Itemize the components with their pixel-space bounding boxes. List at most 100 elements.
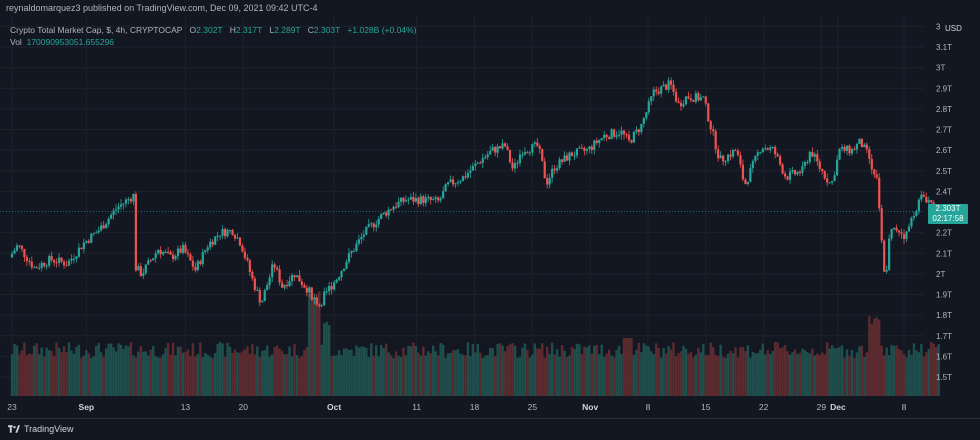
candle-body bbox=[863, 144, 866, 148]
volume-bar bbox=[590, 353, 593, 396]
volume-bar bbox=[724, 357, 727, 396]
candle-body bbox=[253, 278, 256, 290]
candle-body bbox=[288, 281, 291, 286]
tradingview-logo[interactable]: TradingView bbox=[8, 424, 74, 434]
candle-body bbox=[640, 123, 643, 133]
candle-body bbox=[439, 198, 442, 201]
candle-body bbox=[407, 199, 410, 201]
volume-bar bbox=[682, 345, 685, 396]
volume-bar bbox=[278, 348, 281, 396]
volume-bar bbox=[174, 355, 177, 396]
candle-body bbox=[330, 285, 333, 290]
volume-bar bbox=[684, 348, 688, 396]
volume-bar bbox=[228, 346, 232, 396]
volume-bar bbox=[501, 345, 504, 396]
volume-bar bbox=[23, 342, 26, 396]
candle-body bbox=[18, 245, 21, 247]
candle-body bbox=[831, 180, 834, 183]
volume-bar bbox=[218, 342, 222, 396]
price-tick-label: 2T bbox=[936, 270, 945, 279]
candle-body bbox=[605, 134, 608, 138]
candle-body bbox=[729, 154, 732, 157]
volume-bar bbox=[176, 346, 180, 396]
candle-body bbox=[174, 256, 177, 260]
candle-body bbox=[583, 147, 586, 151]
candle-body bbox=[915, 211, 918, 216]
volume-bar bbox=[20, 350, 24, 396]
candle-body bbox=[823, 171, 826, 179]
volume-bar bbox=[357, 347, 361, 396]
candle-body bbox=[171, 254, 175, 260]
candle-body bbox=[392, 206, 395, 210]
candle-body bbox=[355, 243, 358, 252]
candle-body bbox=[147, 260, 150, 265]
candle-body bbox=[526, 152, 529, 154]
candle-body bbox=[154, 253, 157, 259]
candle-body bbox=[744, 179, 747, 184]
price-chart[interactable]: 3 3.1T 3T 2.9T 2.8T 2.7T 2.6T 2.5T 2.4T 2.2T 2.1T 2… bbox=[0, 16, 980, 418]
candle-body bbox=[667, 80, 670, 90]
publish-banner: reynaldomarquez3 published on TradingVie… bbox=[0, 0, 980, 16]
volume-bar bbox=[692, 357, 695, 396]
candle-body bbox=[315, 297, 318, 305]
price-tick-label: 2.6T bbox=[936, 146, 952, 155]
candle-body bbox=[556, 168, 559, 171]
volume-bar bbox=[33, 345, 36, 396]
volume-bar bbox=[181, 352, 185, 396]
volume-bar bbox=[679, 351, 683, 396]
candle-body bbox=[883, 240, 886, 272]
volume-bar bbox=[424, 355, 427, 396]
candle-body bbox=[828, 182, 831, 184]
volume-bar bbox=[689, 351, 693, 396]
candle-body bbox=[303, 285, 306, 288]
volume-bar bbox=[273, 346, 276, 396]
volume-bar bbox=[895, 345, 898, 396]
candle-body bbox=[357, 239, 360, 244]
volume-bar bbox=[600, 344, 603, 396]
volume-bar bbox=[139, 346, 143, 396]
candle-body bbox=[771, 147, 774, 149]
volume-bar bbox=[310, 293, 314, 396]
candle-body bbox=[206, 247, 209, 251]
volume-bar bbox=[112, 347, 115, 396]
currency-label[interactable]: USD bbox=[945, 24, 962, 33]
candle-body bbox=[764, 148, 767, 150]
price-axis[interactable]: 3 3.1T 3T 2.9T 2.8T 2.7T 2.6T 2.5T 2.4T 2.2T 2.1T 2… bbox=[936, 22, 952, 382]
volume-bar bbox=[436, 355, 440, 396]
volume-bar bbox=[491, 348, 494, 396]
volume-bar bbox=[865, 352, 869, 396]
candle-body bbox=[518, 154, 522, 163]
candle-body bbox=[164, 251, 167, 253]
volume-bar bbox=[662, 347, 665, 396]
volume-bar bbox=[355, 345, 358, 396]
volume-bar bbox=[392, 357, 395, 396]
volume-bar bbox=[630, 338, 633, 396]
candle-body bbox=[424, 197, 427, 204]
volume-bar bbox=[57, 347, 61, 396]
candle-body bbox=[838, 148, 841, 160]
candle-body bbox=[565, 155, 569, 161]
candle-body bbox=[897, 230, 901, 233]
volume-bar bbox=[132, 355, 135, 396]
candle-body bbox=[608, 137, 611, 139]
open-value: 2.302T bbox=[196, 25, 223, 35]
price-tick-label: 2.2T bbox=[936, 229, 952, 238]
volume-bar bbox=[25, 354, 29, 396]
volume-bar bbox=[43, 356, 46, 396]
volume-bar bbox=[55, 342, 58, 396]
candle-body bbox=[536, 142, 539, 146]
symbol-title[interactable]: Crypto Total Market Cap, $, 4h, CRYPTOCA… bbox=[10, 25, 183, 35]
volume-bar bbox=[204, 353, 207, 396]
candle-body bbox=[922, 194, 925, 197]
volume-bar bbox=[503, 351, 507, 396]
volume-bar bbox=[937, 344, 940, 396]
time-axis[interactable]: 23 Sep 13 20 Oct 11 18 25 Nov 8 15 22 29 Dec 8 bbox=[7, 402, 906, 412]
volume-bar bbox=[749, 357, 752, 396]
volume-bar bbox=[370, 343, 373, 396]
volume-bar bbox=[531, 354, 534, 396]
volume-bar bbox=[52, 355, 56, 396]
volume-bar bbox=[362, 346, 366, 396]
candle-body bbox=[803, 162, 806, 167]
volume-bar bbox=[860, 345, 864, 396]
volume-bar bbox=[122, 349, 125, 396]
